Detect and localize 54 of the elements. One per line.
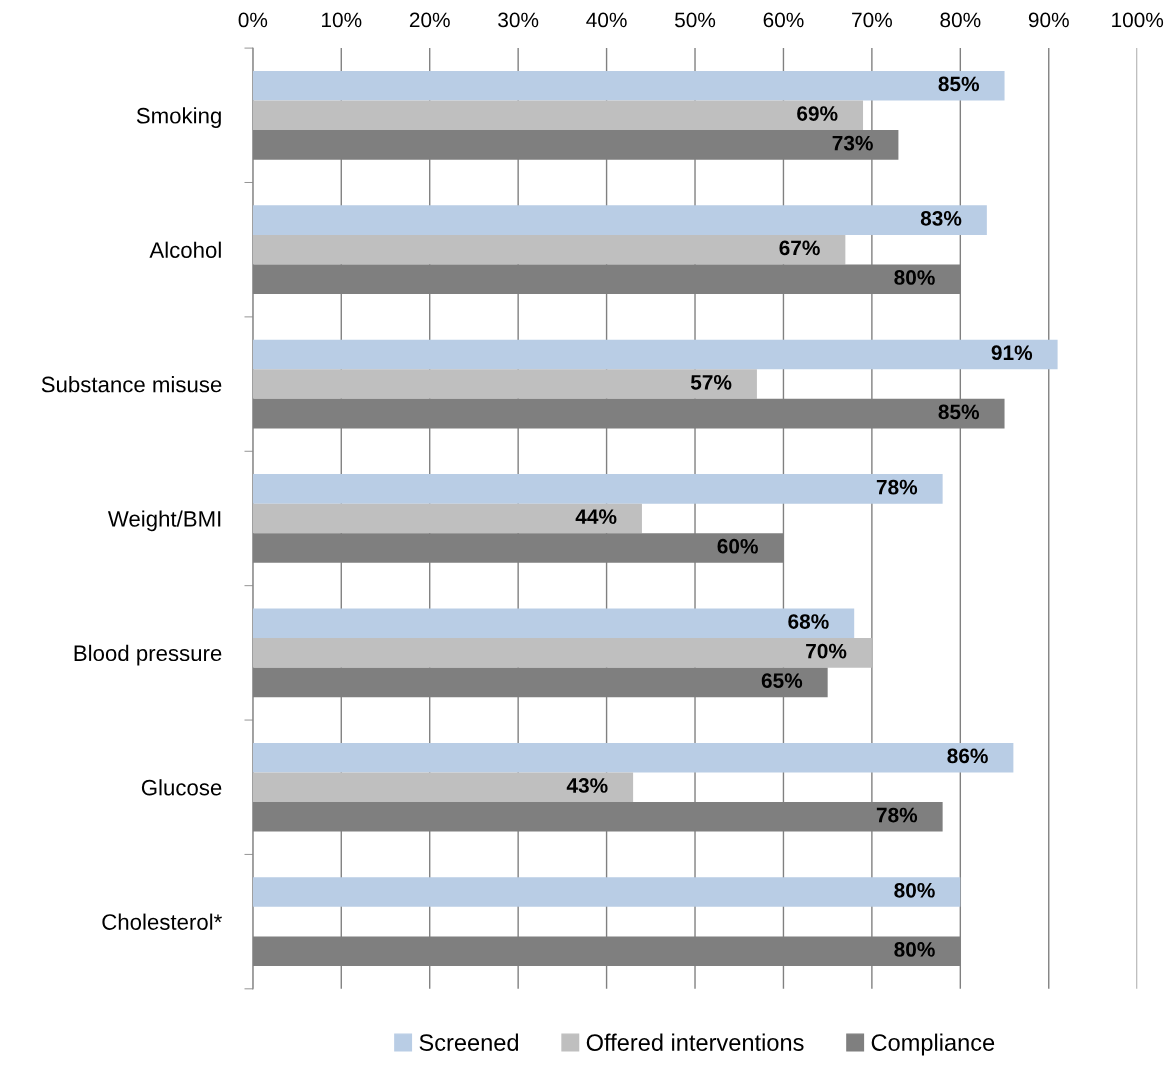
y-tick-label: Glucose: [141, 779, 222, 796]
data-label: 80%: [894, 882, 935, 898]
y-tick-label: Cholesterol*: [102, 913, 222, 930]
bar: [252, 608, 855, 639]
data-label: 69%: [797, 106, 838, 121]
data-label: 85%: [938, 76, 980, 92]
x-tick-label: 0%: [238, 12, 268, 28]
legend-label: Compliance: [871, 1033, 995, 1056]
bar: [252, 772, 634, 803]
legend-label: Offered interventions: [586, 1033, 804, 1051]
data-label: 43%: [566, 778, 608, 793]
bar: [252, 503, 642, 534]
data-label: 70%: [806, 643, 847, 659]
bar: [252, 474, 943, 504]
y-tick-label: Alcohol: [149, 241, 221, 258]
bar: [252, 100, 864, 131]
bar: [252, 205, 987, 235]
x-tick-label: 40%: [586, 12, 627, 28]
bar: [252, 369, 757, 399]
y-tick-label: Smoking: [136, 107, 221, 128]
data-label: 78%: [876, 479, 918, 495]
data-label: 85%: [938, 404, 980, 420]
data-label: 44%: [575, 509, 617, 525]
x-tick-label: 20%: [409, 12, 450, 28]
bar: [252, 877, 961, 907]
x-tick-label: 100%: [1112, 12, 1164, 28]
y-tick-label: Blood pressure: [74, 644, 222, 666]
data-label: 67%: [779, 240, 820, 256]
bar: [252, 638, 872, 668]
data-label: 65%: [761, 673, 803, 689]
data-label: 68%: [788, 614, 829, 629]
bar: [252, 70, 1005, 101]
bar: [252, 742, 1014, 773]
y-tick-label: Substance misuse: [41, 376, 222, 393]
data-label: 57%: [690, 374, 732, 390]
data-label: 91%: [991, 345, 1033, 361]
y-tick-label: Weight/BMI: [107, 510, 221, 532]
data-label: 83%: [920, 210, 962, 226]
x-tick-label: 70%: [852, 12, 892, 28]
bar: [252, 339, 1058, 370]
x-tick-label: 80%: [940, 12, 981, 28]
x-tick-label: 50%: [675, 12, 716, 28]
bar: [252, 234, 846, 265]
data-label: 78%: [876, 807, 918, 823]
x-tick-label: 10%: [322, 12, 362, 28]
x-tick-label: 90%: [1028, 12, 1069, 28]
data-label: 80%: [894, 270, 935, 285]
data-label: 73%: [832, 135, 873, 151]
data-label: 80%: [894, 942, 935, 957]
data-label: 60%: [717, 538, 758, 554]
x-tick-label: 60%: [763, 12, 804, 28]
x-tick-label: 30%: [498, 12, 539, 28]
data-label: 86%: [947, 748, 988, 764]
legend-label: Screened: [419, 1033, 519, 1051]
